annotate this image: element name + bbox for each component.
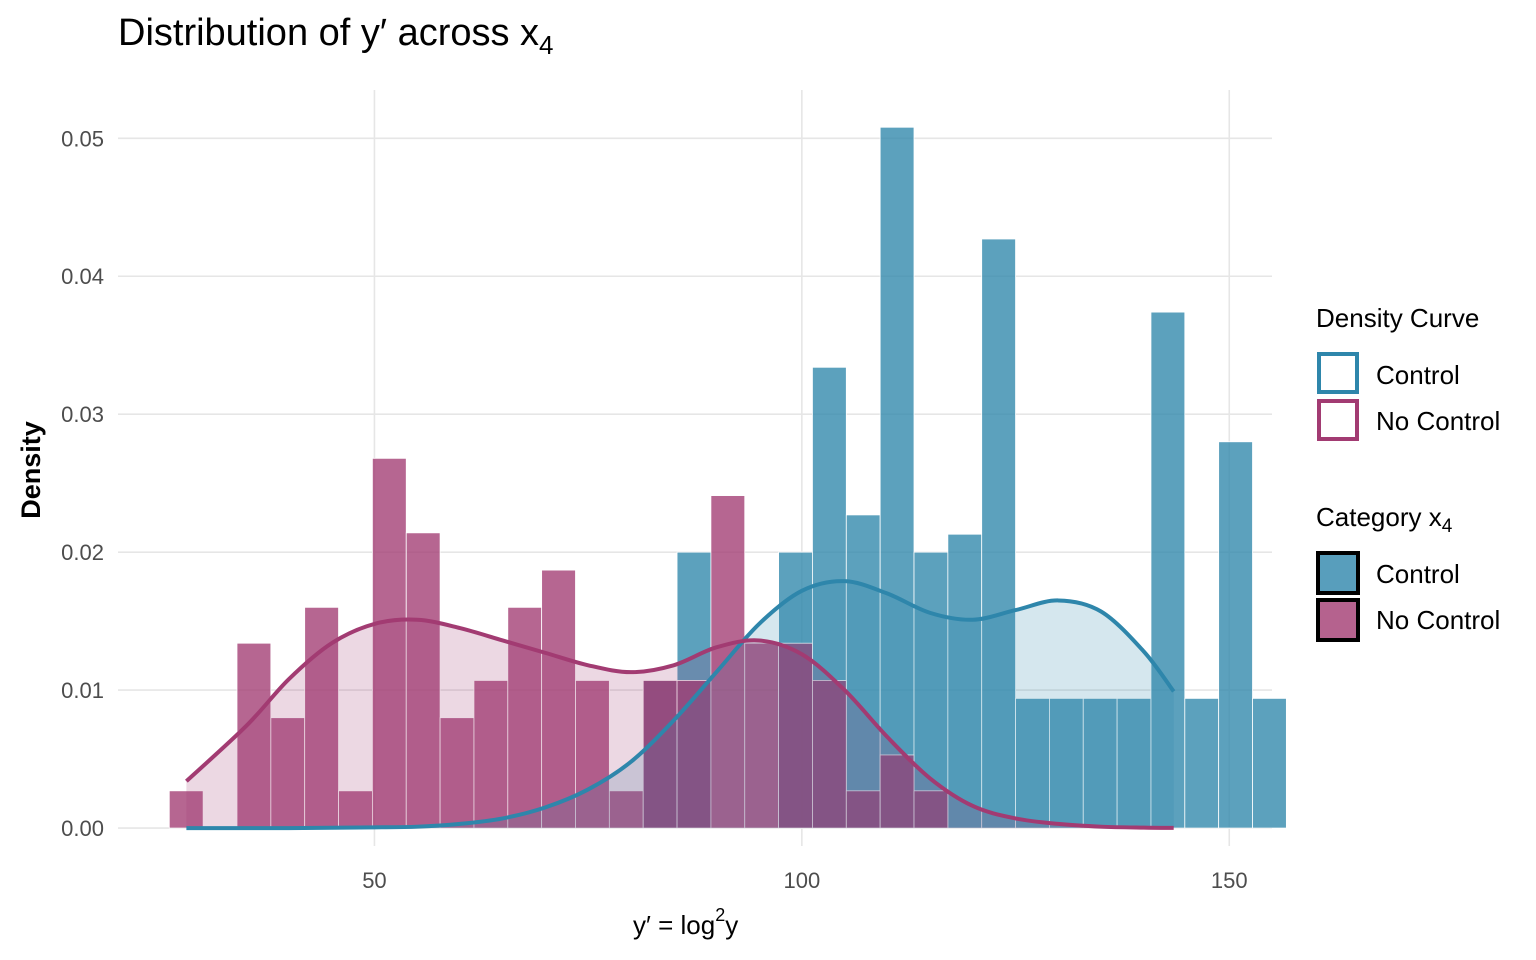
legend-density-key-no-control: [1317, 399, 1359, 441]
no-control-bars: [168, 457, 949, 829]
bar-control: [879, 126, 915, 829]
bar-no-control: [575, 680, 610, 829]
bar-no-control: [913, 790, 949, 829]
bar-control: [1049, 697, 1084, 829]
legend-category-title-main: Category x: [1316, 502, 1442, 532]
bar-no-control: [676, 680, 712, 829]
bar-control: [947, 533, 983, 829]
bar-control: [1116, 697, 1152, 829]
bar-no-control: [744, 642, 780, 829]
bar-control: [1150, 311, 1186, 829]
x-axis-title-main: y′ = log: [633, 910, 715, 940]
density-line-layer: [185, 579, 1176, 831]
legend-density-label-control: Control: [1376, 360, 1460, 390]
bar-no-control: [168, 790, 204, 829]
x-tick-label: 50: [362, 868, 386, 893]
y-tick-labels: 0.00 0.01 0.02 0.03 0.04 0.05: [61, 126, 104, 841]
legend-category-key-no-control: [1316, 598, 1360, 642]
x-axis-title-suffix: y: [725, 910, 738, 940]
chart-title: Distribution of y′ across x4: [118, 12, 554, 60]
bar-no-control: [405, 532, 441, 829]
bar-no-control: [236, 642, 272, 829]
chart-title-main: Distribution of y′ across x: [118, 12, 539, 54]
bar-no-control: [778, 642, 813, 829]
chart-title-subscript: 4: [539, 30, 553, 60]
bar-control: [981, 238, 1016, 829]
bar-no-control: [338, 790, 373, 829]
density-area-control: [186, 581, 1174, 829]
bar-no-control: [812, 680, 847, 829]
bar-no-control: [642, 680, 678, 829]
legend: Density Curve Control No Control Categor…: [1316, 303, 1500, 642]
legend-density-label-no-control: No Control: [1376, 406, 1500, 436]
bar-control: [1015, 697, 1050, 829]
y-tick-label: 0.00: [61, 816, 104, 841]
y-tick-label: 0.04: [61, 264, 104, 289]
x-axis-title: y′ = log2y: [633, 905, 738, 940]
x-tick-label: 150: [1211, 868, 1248, 893]
y-tick-label: 0.01: [61, 678, 104, 703]
bar-no-control: [541, 569, 576, 829]
legend-category-label-no-control: No Control: [1376, 605, 1500, 635]
bar-no-control: [371, 457, 407, 829]
bar-control: [1184, 697, 1220, 829]
y-axis-title: Density: [16, 421, 46, 519]
bar-control: [1252, 697, 1287, 829]
x-axis-title-superscript: 2: [715, 905, 725, 925]
bar-no-control: [608, 790, 644, 829]
bar-no-control: [473, 680, 509, 829]
bar-control: [913, 551, 949, 829]
bar-no-control: [439, 717, 475, 829]
density-line-control: [186, 579, 1176, 831]
legend-category-key-control: [1316, 551, 1360, 595]
legend-category-title-subscript: 4: [1442, 516, 1453, 537]
y-tick-label: 0.05: [61, 126, 104, 151]
y-tick-label: 0.02: [61, 540, 104, 565]
y-tick-label: 0.03: [61, 402, 104, 427]
legend-density-title: Density Curve: [1316, 303, 1479, 333]
bar-no-control: [845, 790, 881, 829]
legend-density-key-control: [1317, 352, 1359, 394]
x-tick-labels: 50 100 150: [362, 868, 1247, 893]
x-tick-label: 100: [783, 868, 820, 893]
bar-no-control: [879, 754, 915, 829]
legend-category-title: Category x4: [1316, 502, 1453, 537]
bar-control: [1218, 441, 1253, 829]
legend-category-label-control: Control: [1376, 559, 1460, 589]
density-line-no-control: [185, 617, 1174, 830]
